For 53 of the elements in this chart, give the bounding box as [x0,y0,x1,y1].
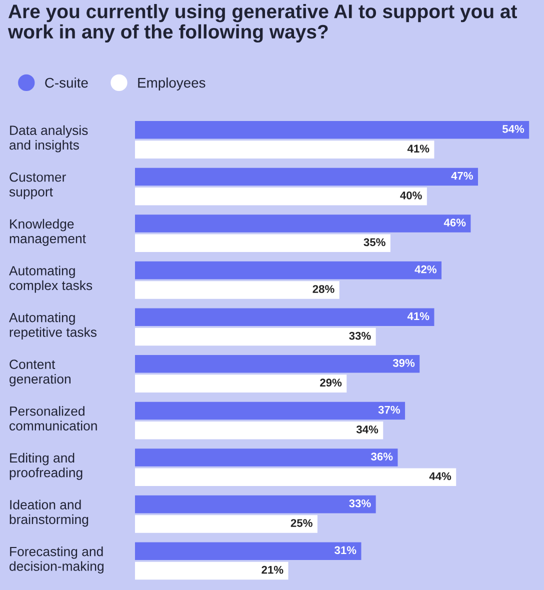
data-label: 39% [392,359,415,367]
bar [135,495,376,514]
bar [135,187,427,206]
data-label: 31% [334,546,356,554]
data-label: 34% [356,425,378,434]
y-tick-label: Automating complex tasks [9,266,92,293]
y-tick-label: Data analysis and insights [10,125,88,152]
bar [135,281,340,299]
data-label: 47% [451,172,473,180]
data-label: 35% [364,238,386,246]
data-label: 21% [262,566,284,574]
y-tick-label: Personalized communication [10,406,97,430]
bar [135,402,406,420]
y-tick-label: Automating repetitive tasks [9,312,97,340]
y-tick-label: Customer support [9,172,66,200]
legend-label: Employees [138,78,206,90]
data-label: 29% [320,378,342,387]
data-label: 41% [407,312,430,320]
bar [135,374,347,392]
data-label: 42% [414,265,436,274]
bar [135,562,288,580]
bar [135,328,376,346]
y-tick-label: Forecasting and decision-making [10,546,104,574]
bar [135,214,471,232]
y-tick-label: Ideation and brainstorming [10,500,88,527]
data-label: 37% [378,406,400,414]
bar [135,448,398,466]
bar [135,168,478,186]
data-label: 41% [407,144,430,153]
legend-label: C-suite [45,78,88,88]
y-tick-label: Editing and proofreading [10,452,82,480]
bar [135,140,434,158]
bar [135,234,390,252]
data-label: 44% [429,472,452,480]
data-label: 46% [444,218,466,226]
data-label: 28% [312,285,334,293]
bar [135,542,362,560]
y-tick-label: Knowledge management [10,218,86,246]
bar [135,308,434,326]
bar [135,355,420,373]
data-label: 33% [349,332,371,340]
data-label: 33% [349,499,371,508]
bar [135,421,384,440]
data-label: 40% [400,191,422,200]
chart-title: Are you currently using generative AI to support you at work in any of the following ways? [8,4,517,43]
bar [135,468,456,486]
bar [135,121,530,139]
data-label: 36% [371,452,393,461]
bar [135,261,442,280]
y-tick-label: Content generation [10,360,70,386]
data-label: 54% [502,125,524,133]
bar [135,515,318,533]
data-label: 25% [290,519,312,527]
